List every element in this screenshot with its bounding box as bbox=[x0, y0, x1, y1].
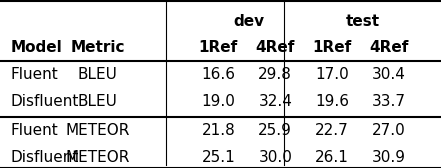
Text: Fluent: Fluent bbox=[10, 67, 58, 82]
Text: dev: dev bbox=[233, 14, 265, 29]
Text: 4Ref: 4Ref bbox=[370, 40, 409, 55]
Text: METEOR: METEOR bbox=[66, 123, 130, 138]
Text: 30.9: 30.9 bbox=[372, 150, 406, 165]
Text: 22.7: 22.7 bbox=[315, 123, 349, 138]
Text: Disfluent: Disfluent bbox=[10, 150, 78, 165]
Text: 30.4: 30.4 bbox=[372, 67, 406, 82]
Text: 26.1: 26.1 bbox=[315, 150, 349, 165]
Text: 19.0: 19.0 bbox=[202, 94, 235, 109]
Text: Fluent: Fluent bbox=[10, 123, 58, 138]
Text: 33.7: 33.7 bbox=[372, 94, 406, 109]
Text: 17.0: 17.0 bbox=[315, 67, 349, 82]
Text: 32.4: 32.4 bbox=[258, 94, 292, 109]
Text: Metric: Metric bbox=[71, 40, 125, 55]
Text: 21.8: 21.8 bbox=[202, 123, 235, 138]
Text: METEOR: METEOR bbox=[66, 150, 130, 165]
Text: Disfluent: Disfluent bbox=[10, 94, 78, 109]
Text: 25.1: 25.1 bbox=[202, 150, 235, 165]
Text: 4Ref: 4Ref bbox=[256, 40, 295, 55]
Text: 16.6: 16.6 bbox=[201, 67, 235, 82]
Text: Model: Model bbox=[10, 40, 62, 55]
Text: BLEU: BLEU bbox=[78, 94, 118, 109]
Text: test: test bbox=[346, 14, 380, 29]
Text: 1Ref: 1Ref bbox=[313, 40, 352, 55]
Text: 19.6: 19.6 bbox=[315, 94, 349, 109]
Text: 29.8: 29.8 bbox=[258, 67, 292, 82]
Text: 30.0: 30.0 bbox=[258, 150, 292, 165]
Text: 27.0: 27.0 bbox=[372, 123, 406, 138]
Text: 1Ref: 1Ref bbox=[199, 40, 238, 55]
Text: BLEU: BLEU bbox=[78, 67, 118, 82]
Text: 25.9: 25.9 bbox=[258, 123, 292, 138]
